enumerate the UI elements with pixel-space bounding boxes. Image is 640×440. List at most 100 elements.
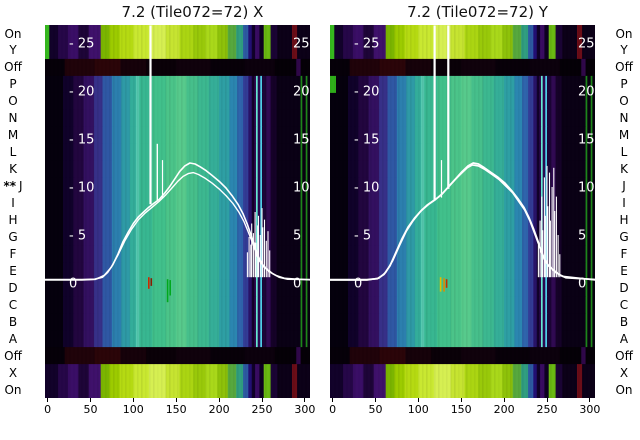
heatmap-cell (179, 381, 194, 398)
heatmap-cell (482, 296, 495, 314)
heatmap-cell (592, 330, 595, 348)
heatmap-cell (555, 177, 562, 195)
x-tick-mark (47, 398, 49, 402)
texture-stripe (85, 25, 87, 398)
row-label-f-13: F (610, 247, 638, 261)
heatmap-cell (404, 42, 419, 60)
heatmap-cell (248, 194, 253, 212)
heatmap-cell (420, 109, 425, 128)
row-label-text: E (9, 263, 17, 278)
heatmap-cell (83, 160, 95, 178)
heatmap-cell (353, 25, 364, 43)
heatmap-cell (551, 143, 556, 162)
texture-stripe (301, 25, 303, 398)
heatmap-cell (100, 42, 110, 60)
heatmap-cell (302, 245, 307, 263)
heatmap-cell (256, 262, 259, 280)
texture-stripe (57, 25, 59, 398)
heatmap-cell (587, 177, 592, 195)
heatmap-cell (83, 262, 95, 280)
heatmap-cell (68, 364, 79, 382)
heatmap-cell (270, 364, 278, 382)
heatmap-cell (248, 25, 253, 43)
y-tick-label-right: 0 (293, 277, 301, 292)
heatmap-cell (63, 262, 74, 280)
heatmap-cell (547, 313, 552, 331)
heatmap-cell (111, 126, 122, 145)
heatmap-cell (536, 42, 541, 60)
heatmap-cell (152, 211, 167, 229)
row-label-h-11: H (0, 213, 26, 227)
heatmap-cell (482, 160, 495, 178)
heatmap-cell (533, 245, 538, 263)
heatmap-cell (111, 92, 122, 111)
heatmap-cell (270, 92, 277, 111)
heatmap-cell (582, 25, 595, 43)
heatmap-cell (406, 109, 416, 128)
texture-stripe (434, 25, 436, 398)
heatmap-cell (83, 109, 95, 128)
heatmap-cell (300, 211, 303, 229)
heatmap-cell (358, 262, 369, 280)
texture-stripe (490, 25, 492, 398)
heatmap-cell (450, 42, 465, 60)
row-label-m-6: M (0, 128, 26, 142)
heatmap-cell (522, 211, 529, 229)
heatmap-cell (111, 109, 122, 128)
heatmap-cell (504, 313, 515, 331)
heatmap-cell (254, 75, 257, 94)
heatmap-cell (450, 313, 462, 331)
heatmap-cell (63, 245, 74, 263)
heatmap-cell (544, 364, 550, 382)
heatmap-cell (548, 364, 556, 382)
heatmap-cell (208, 160, 220, 178)
heatmap-cell (533, 109, 538, 128)
heatmap-cell (135, 330, 140, 348)
heatmap-texture (338, 25, 595, 398)
heatmap-cell (461, 313, 472, 331)
heatmap-cell (305, 143, 308, 162)
heatmap-cell (254, 177, 257, 195)
heatmap-cell (300, 313, 303, 331)
texture-stripe (49, 25, 51, 398)
heatmap-cell (266, 160, 271, 178)
texture-stripe (510, 25, 512, 398)
heatmap-cell (533, 381, 538, 398)
heatmap-cell (270, 262, 277, 280)
x-tick-label: 200 (208, 403, 230, 416)
heatmap-cell (461, 58, 496, 77)
heatmap-cell (260, 262, 263, 280)
heatmap-cell (504, 211, 515, 229)
heatmap-cell (420, 211, 425, 229)
heatmap-cell (551, 279, 556, 297)
texture-stripe (590, 25, 592, 398)
heatmap-cell (555, 245, 562, 263)
heatmap-cell (135, 75, 140, 94)
heatmap-cell (165, 313, 177, 331)
row-label-off-19: Off (0, 349, 26, 363)
heatmap-cell (251, 109, 255, 128)
heatmap-cell (93, 296, 103, 314)
x-tick-mark (132, 398, 134, 402)
heatmap-cell (129, 177, 137, 195)
heatmap-cell (165, 211, 177, 229)
heatmap-cell (545, 177, 548, 195)
heatmap-cell (208, 228, 220, 246)
heatmap-cell (302, 75, 307, 94)
heatmap-cell (512, 42, 522, 60)
heatmap-cell (277, 364, 293, 382)
heatmap-cell (522, 228, 529, 246)
heatmap-cell (73, 75, 84, 94)
heatmap-cell (471, 160, 483, 178)
heatmap-cell (270, 279, 277, 297)
y-tick-label: - 5 (354, 229, 371, 244)
texture-stripe (458, 25, 460, 398)
heatmap-cell (254, 126, 257, 145)
heatmap-cell (547, 143, 552, 162)
heatmap-cell (545, 245, 548, 263)
heatmap-cell (83, 245, 95, 263)
heatmap-cell (229, 245, 238, 263)
heatmap-cell (263, 381, 271, 398)
heatmap-cell (229, 211, 238, 229)
heatmap-cell (495, 347, 531, 365)
